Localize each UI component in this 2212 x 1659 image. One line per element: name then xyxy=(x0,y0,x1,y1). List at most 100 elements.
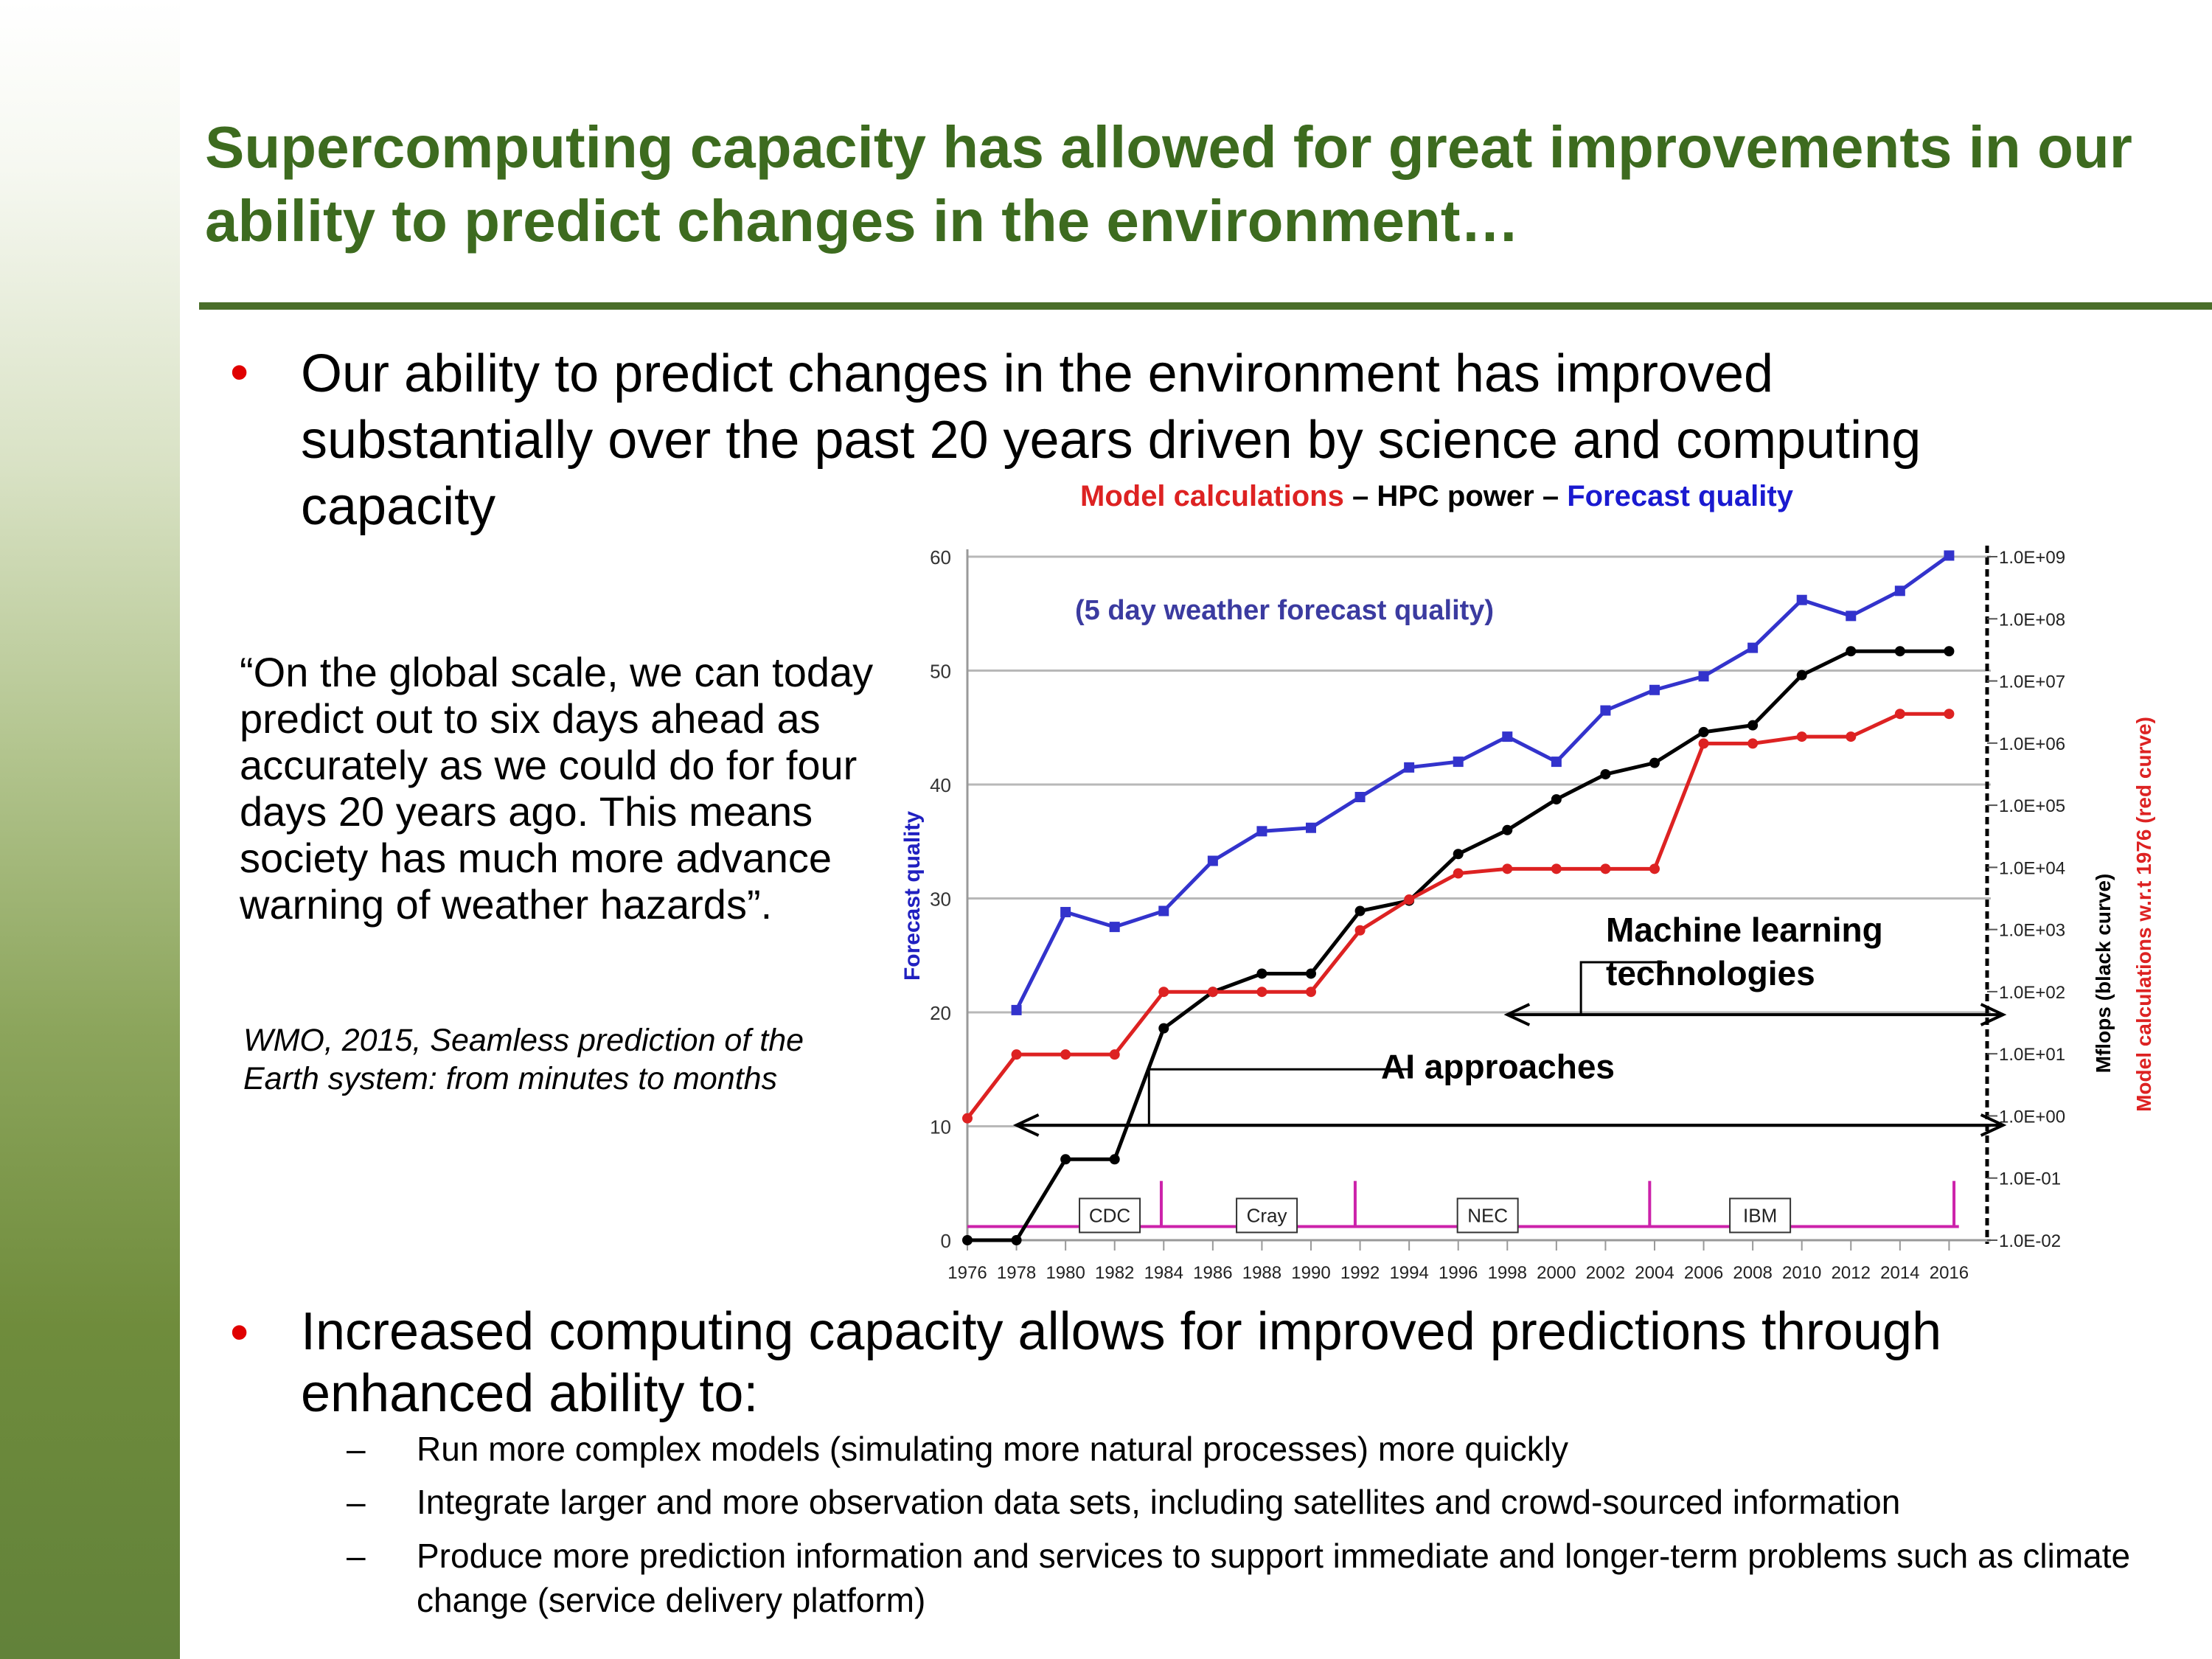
x-tick-label: 2004 xyxy=(1635,1263,1674,1283)
x-tick-label: 1980 xyxy=(1046,1263,1085,1283)
ml-arrow-head-left xyxy=(1503,1003,1531,1026)
y2-tick-label: 1.0E+01 xyxy=(1999,1045,2065,1065)
ml-label-line: Machine learning xyxy=(1606,911,1883,949)
chart: 0 10 20 30 40 50 60 1976 1978 1980 1982 1984 1986 198… xyxy=(900,480,2155,1283)
y2-tick-label: 1.0E+09 xyxy=(1999,548,2065,568)
data-point-hpc xyxy=(1698,726,1709,737)
data-point-hpc xyxy=(1453,849,1464,860)
chart-title: Model calculations – HPC power – Forecas… xyxy=(1080,480,1794,512)
y-tick-label: 60 xyxy=(930,546,951,568)
y2-tick-label: 1.0E+06 xyxy=(1999,734,2065,754)
x-tick-label: 1992 xyxy=(1340,1263,1380,1283)
x-tick-label: 2000 xyxy=(1537,1263,1576,1283)
chart-title-blue: Forecast quality xyxy=(1567,480,1794,512)
data-point-forecast xyxy=(1207,855,1218,866)
data-point-forecast xyxy=(1649,684,1660,695)
data-point-model xyxy=(1698,738,1709,749)
data-point-forecast xyxy=(1011,1004,1022,1015)
bullet-marker: • xyxy=(230,343,249,402)
ai-arrow-head-left xyxy=(1012,1113,1040,1137)
ml-label: Machine learning technologies xyxy=(1606,911,1883,992)
data-point-model xyxy=(1404,894,1415,905)
wmo-quote: “On the global scale, we can today predi… xyxy=(240,649,874,928)
data-point-hpc xyxy=(1060,1154,1071,1165)
y2-tick-label: 1.0E+07 xyxy=(1999,672,2065,692)
data-point-forecast xyxy=(1404,762,1415,773)
y-tick-label: 20 xyxy=(930,1002,951,1024)
x-tick-label: 1996 xyxy=(1439,1263,1478,1283)
data-point-forecast xyxy=(1944,550,1955,561)
data-point-hpc xyxy=(1894,646,1905,657)
x-tick-label: 2010 xyxy=(1782,1263,1821,1283)
y2-axis-label-black: Mflops (black curve) xyxy=(2092,874,2115,1074)
data-point-hpc xyxy=(1354,905,1366,917)
x-tick-label: 2016 xyxy=(1930,1263,1969,1283)
x-tick-label: 1978 xyxy=(997,1263,1036,1283)
data-point-hpc xyxy=(1649,757,1660,768)
data-point-model xyxy=(1502,863,1513,874)
data-point-model xyxy=(1551,863,1562,874)
data-point-model xyxy=(1796,731,1807,742)
x-tick-label: 1984 xyxy=(1144,1263,1183,1283)
sub-bullet-dash: – xyxy=(347,1430,366,1468)
machine-label: CDC xyxy=(1089,1204,1130,1226)
data-point-model xyxy=(962,1113,973,1124)
data-point-model xyxy=(1354,925,1366,936)
data-point-model xyxy=(1747,738,1759,749)
y2-tick-label: 1.0E+03 xyxy=(1999,921,2065,941)
data-point-hpc xyxy=(1011,1235,1022,1245)
ml-label-line: technologies xyxy=(1606,954,1815,992)
data-point-model xyxy=(1011,1049,1022,1060)
data-point-model xyxy=(1649,863,1660,874)
data-point-hpc xyxy=(1256,968,1267,979)
data-point-hpc xyxy=(1502,824,1513,835)
data-point-forecast xyxy=(1698,671,1709,682)
y2-tick-label: 1.0E+00 xyxy=(1999,1107,2065,1127)
data-point-forecast xyxy=(1109,922,1120,933)
sub-bullet-2: Integrate larger and more observation da… xyxy=(417,1483,1901,1521)
data-point-forecast xyxy=(1894,585,1905,597)
y-tick-label: 0 xyxy=(941,1230,951,1252)
sub-bullet-dash: – xyxy=(347,1537,366,1575)
data-point-hpc xyxy=(962,1235,973,1245)
chart-title-black: HPC power xyxy=(1377,480,1534,512)
ml-arrow-head-right xyxy=(1980,1003,2007,1026)
data-point-model xyxy=(1846,731,1857,742)
x-tick-label: 2014 xyxy=(1880,1263,1919,1283)
y2-tick-label: 1.0E-01 xyxy=(1999,1169,2061,1189)
x-tick-label: 2008 xyxy=(1733,1263,1772,1283)
machine-box xyxy=(1729,1197,1792,1234)
machine-label: Cray xyxy=(1247,1204,1287,1226)
data-point-hpc xyxy=(1109,1154,1120,1165)
data-point-forecast xyxy=(1600,705,1611,716)
x-tick-label: 1982 xyxy=(1095,1263,1134,1283)
data-point-model xyxy=(1060,1049,1071,1060)
data-point-forecast xyxy=(1453,757,1464,768)
chart-subtitle: (5 day weather forecast quality) xyxy=(1075,595,1494,626)
chart-title-red: Model calculations xyxy=(1080,480,1344,512)
data-point-hpc xyxy=(1944,646,1955,657)
data-point-model xyxy=(1305,987,1316,998)
data-point-hpc xyxy=(1158,1023,1169,1034)
x-tick-label: 1986 xyxy=(1193,1263,1232,1283)
data-point-forecast xyxy=(1551,757,1562,768)
data-point-model xyxy=(1894,709,1905,720)
data-point-model xyxy=(1453,868,1464,879)
data-point-model xyxy=(1600,863,1611,874)
y2-tick-label: 1.0E+04 xyxy=(1999,858,2065,878)
chart-title-sep1: – xyxy=(1344,480,1377,512)
x-tick-label: 2002 xyxy=(1586,1263,1625,1283)
y-tick-label: 40 xyxy=(930,774,951,796)
data-point-hpc xyxy=(1846,646,1857,657)
x-tick-label: 1998 xyxy=(1488,1263,1527,1283)
sub-bullet-1: Run more complex models (simulating more… xyxy=(417,1430,1569,1468)
bullet-marker: • xyxy=(230,1303,249,1362)
machine-label: NEC xyxy=(1467,1204,1508,1226)
data-point-forecast xyxy=(1747,642,1759,653)
sub-bullet-3: Produce more prediction information and … xyxy=(417,1537,2131,1619)
x-tick-label: 1976 xyxy=(947,1263,987,1283)
x-tick-label: 1994 xyxy=(1389,1263,1428,1283)
title-divider xyxy=(199,302,2212,310)
y-tick-label: 10 xyxy=(930,1116,951,1138)
data-point-forecast xyxy=(1796,594,1807,605)
